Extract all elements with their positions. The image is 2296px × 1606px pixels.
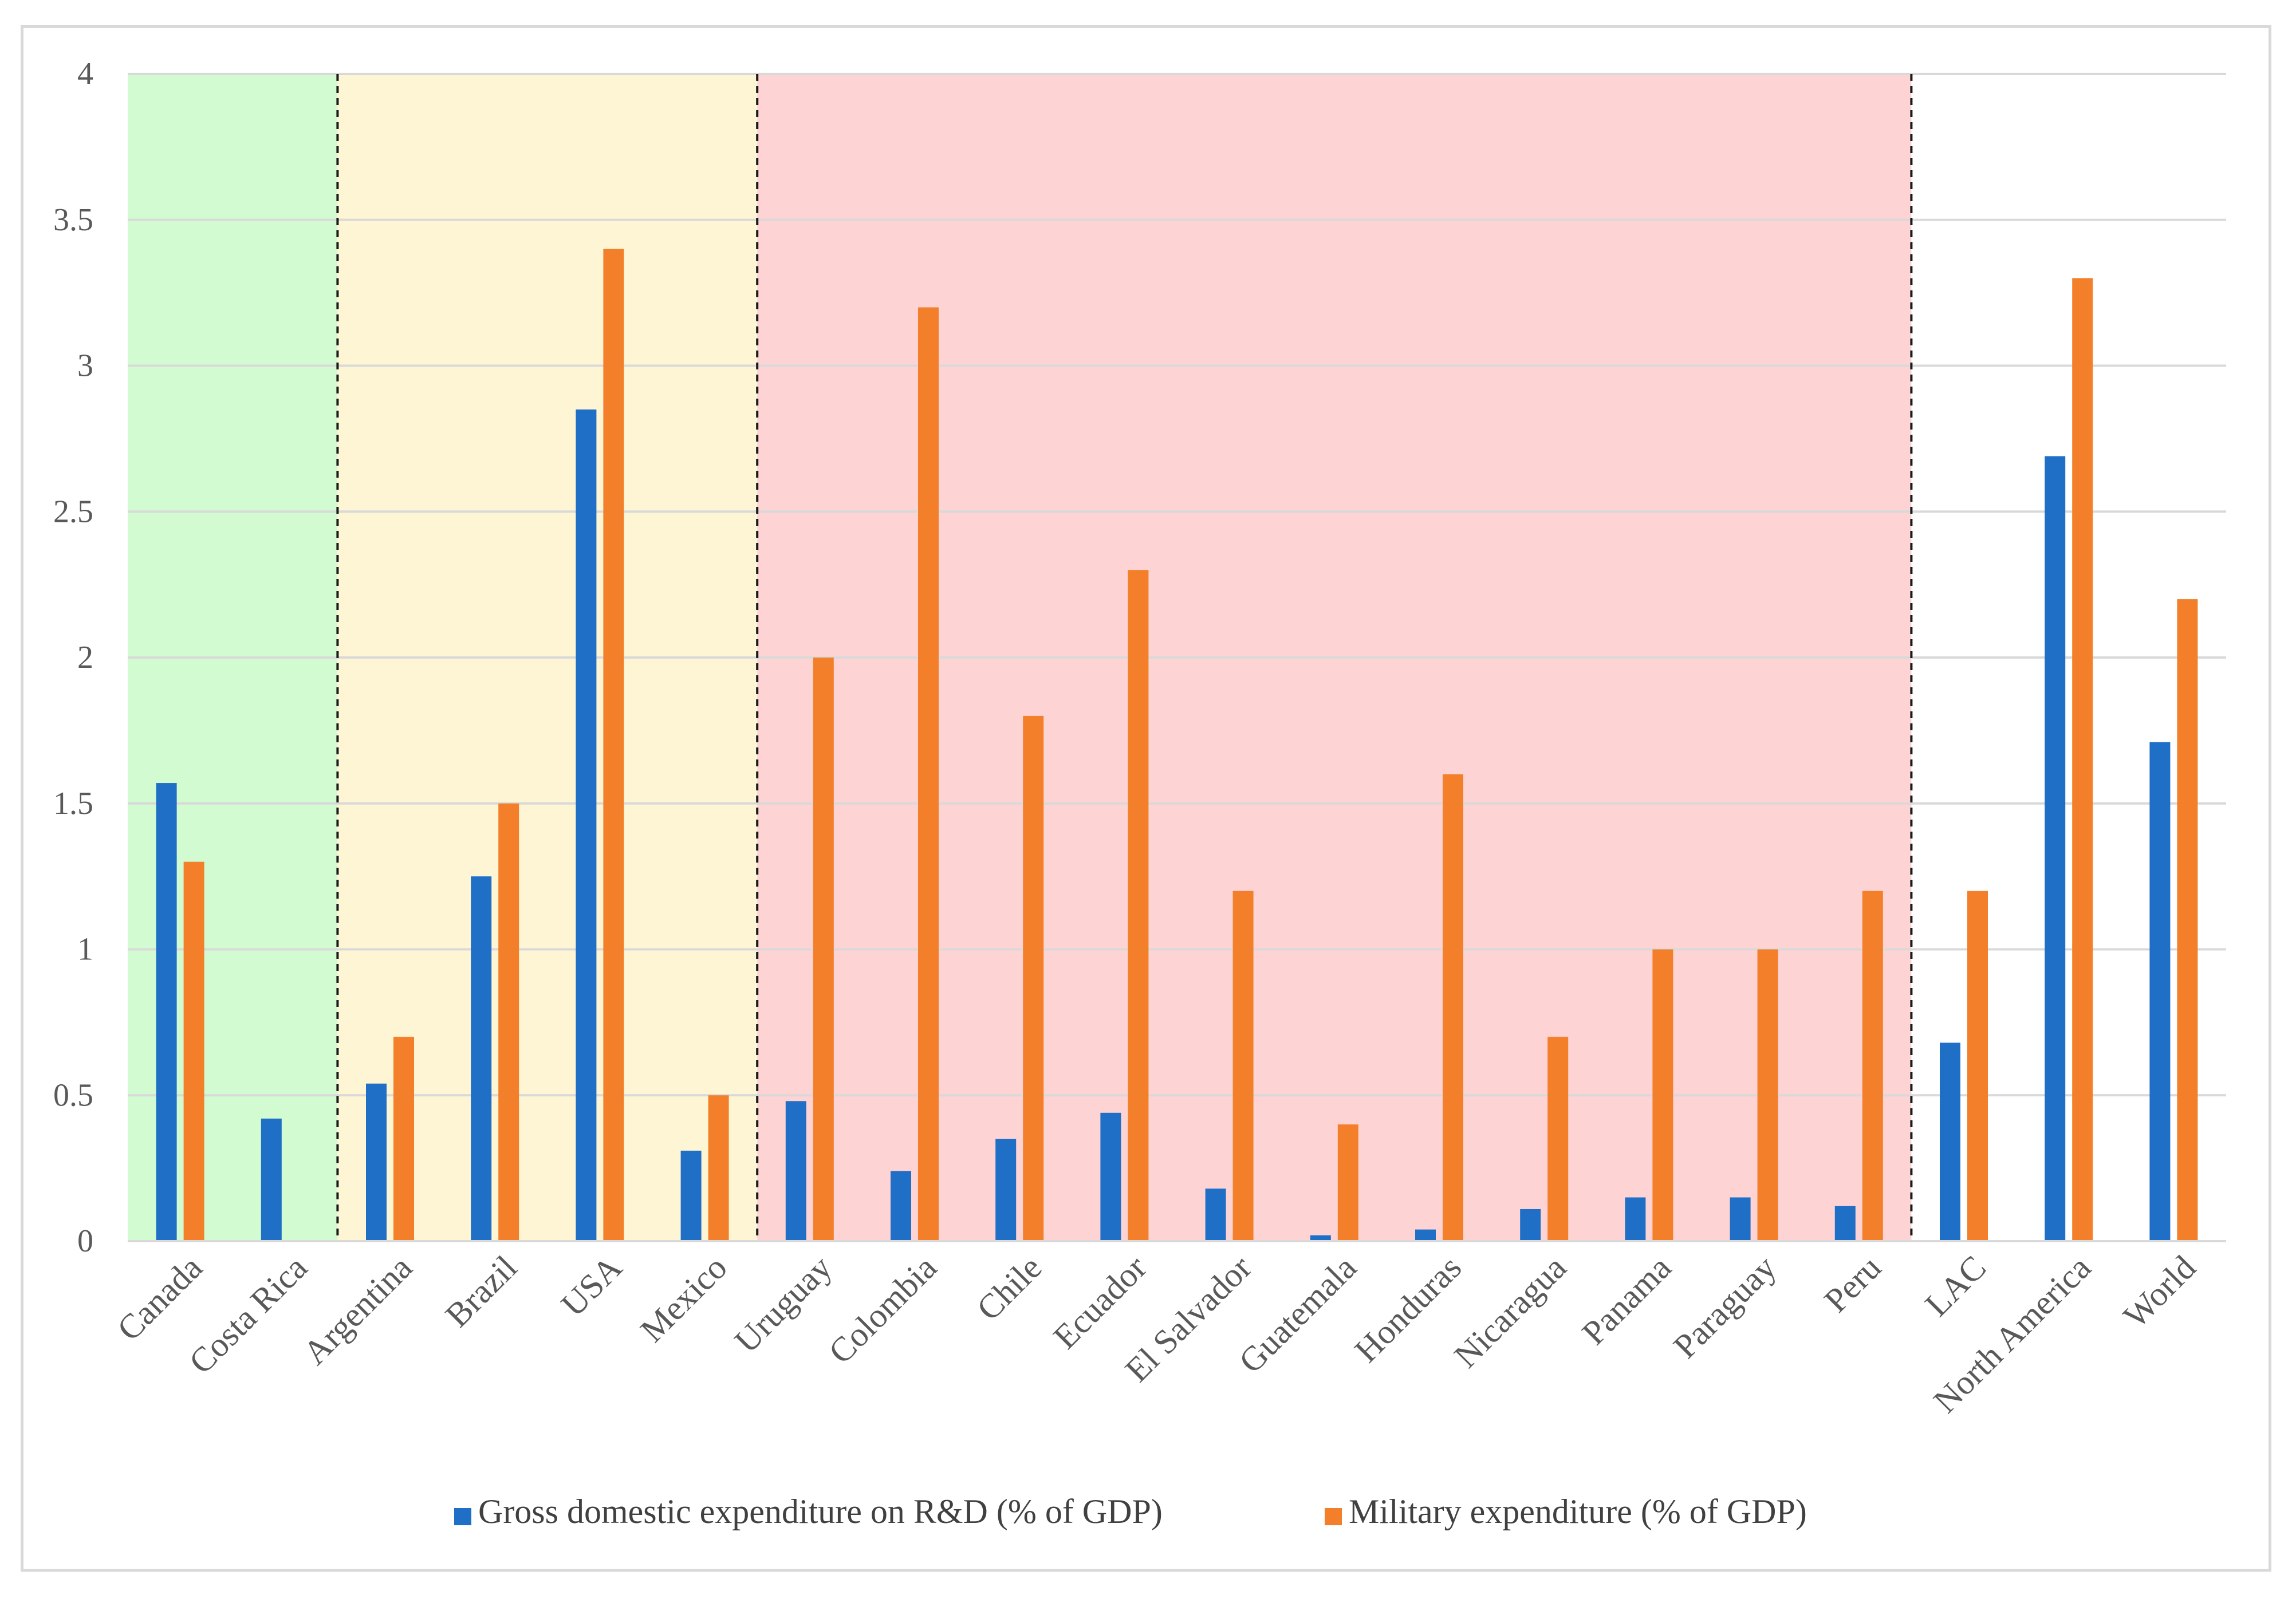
bar-rd-world (2149, 742, 2171, 1241)
y-tick-label: 0 (77, 1223, 93, 1259)
bar-rd-brazil (471, 876, 492, 1241)
y-tick-label: 1 (77, 932, 93, 967)
legend: Gross domestic expenditure on R&D (% of … (454, 1493, 1807, 1530)
legend-swatch-military (1325, 1508, 1342, 1525)
x-tick-label-brazil: Brazil (438, 1249, 524, 1335)
bar-rd-nicaragua (1520, 1209, 1541, 1241)
bar-rd-paraguay (1730, 1197, 1751, 1241)
bar-military-guatemala (1337, 1124, 1358, 1241)
bars (156, 249, 2198, 1242)
y-tick-label: 3.5 (53, 202, 93, 238)
x-tick-label-peru: Peru (1817, 1249, 1888, 1320)
x-tick-label-usa: USA (554, 1249, 629, 1324)
y-tick-label: 4 (77, 56, 93, 92)
bar-rd-peru (1834, 1206, 1856, 1241)
bar-military-honduras (1443, 774, 1463, 1241)
y-tick-label: 1.5 (53, 786, 93, 821)
bar-rd-lac (1940, 1042, 1960, 1241)
bar-military-ecuador (1128, 570, 1149, 1241)
y-tick-label: 0.5 (53, 1077, 93, 1113)
y-tick-label: 3 (77, 348, 93, 384)
bar-military-panama (1652, 949, 1673, 1241)
bar-rd-panama (1625, 1197, 1646, 1241)
y-tick-label: 2 (77, 640, 93, 675)
bar-military-usa (603, 249, 624, 1242)
x-tick-label-argentina: Argentina (296, 1249, 420, 1372)
bar-rd-colombia (891, 1171, 911, 1241)
bar-rd-mexico (680, 1151, 702, 1241)
bar-military-north-america (2072, 278, 2093, 1241)
bar-rd-costa-rica (261, 1119, 282, 1241)
bar-military-el-salvador (1232, 891, 1254, 1241)
chart-frame: 0 0.5 1 1.5 2 2.5 3 3.5 4 Canada Costa Rica Argent… (21, 25, 2271, 1572)
x-tick-label-canada: Canada (110, 1249, 210, 1348)
bar-military-brazil (498, 803, 519, 1241)
bar-military-paraguay (1757, 949, 1778, 1241)
bar-military-nicaragua (1547, 1037, 1569, 1241)
x-tick-label-world: World (2116, 1249, 2203, 1336)
x-tick-label-panama: Panama (1575, 1249, 1679, 1352)
legend-label-rd: Gross domestic expenditure on R&D (% of … (478, 1493, 1163, 1530)
group-dividers (336, 74, 1913, 1241)
bar-military-uruguay (813, 658, 834, 1241)
bar-military-colombia (918, 307, 939, 1241)
x-tick-label-colombia: Colombia (821, 1249, 944, 1371)
x-tick-label-paraguay: Paraguay (1666, 1249, 1783, 1366)
bar-rd-honduras (1415, 1229, 1436, 1241)
bar-rd-usa (576, 409, 597, 1241)
bar-rd-el-salvador (1205, 1188, 1226, 1241)
bar-rd-chile (995, 1139, 1017, 1241)
bar-rd-guatemala (1310, 1235, 1331, 1241)
bar-military-chile (1023, 715, 1044, 1241)
x-tick-label-lac: LAC (1918, 1249, 1994, 1324)
y-axis-ticks: 0 0.5 1 1.5 2 2.5 3 3.5 4 (53, 56, 93, 1259)
legend-label-military: Military expenditure (% of GDP) (1349, 1493, 1807, 1530)
legend-swatch-rd (454, 1508, 471, 1525)
x-tick-label-ecuador: Ecuador (1046, 1249, 1154, 1356)
bar-military-canada (183, 861, 204, 1241)
x-tick-label-nicaragua: Nicaragua (1447, 1249, 1573, 1375)
bar-military-lac (1967, 891, 1988, 1241)
x-tick-label-mexico: Mexico (633, 1249, 734, 1349)
x-tick-label-chile: Chile (970, 1249, 1049, 1328)
bar-military-peru (1862, 891, 1883, 1241)
bar-rd-ecuador (1100, 1112, 1121, 1241)
bar-military-argentina (393, 1037, 414, 1241)
bar-rd-north-america (2045, 456, 2066, 1241)
y-tick-label: 2.5 (53, 494, 93, 529)
bar-rd-canada (156, 783, 177, 1241)
bar-rd-argentina (366, 1083, 387, 1241)
bar-rd-uruguay (785, 1101, 806, 1241)
bar-military-mexico (708, 1095, 729, 1241)
bar-military-world (2177, 599, 2198, 1241)
